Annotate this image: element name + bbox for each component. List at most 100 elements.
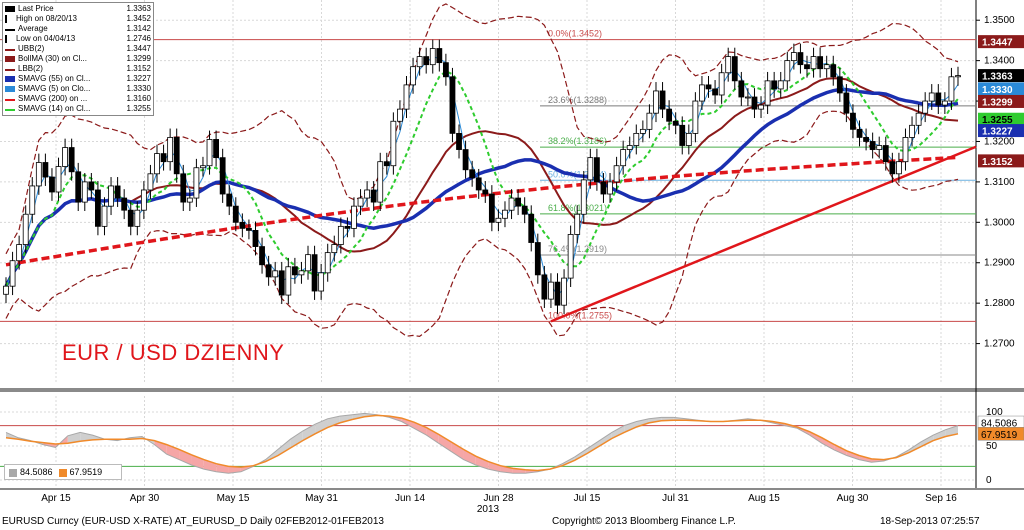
footer-bar: EURUSD Curncy (EUR-USD X-RATE) AT_EURUSD… — [0, 516, 1024, 530]
candle-body — [567, 234, 574, 279]
candle-body — [580, 179, 587, 215]
legend-value: 1.3330 — [126, 84, 151, 93]
osc-fill — [822, 437, 835, 451]
osc-tag-bg — [977, 427, 1024, 441]
candle-body — [351, 205, 357, 229]
bottom-separator — [0, 488, 1024, 490]
footer-ticker: EURUSD Curncy (EUR-USD X-RATE) AT_EURUSD… — [2, 516, 384, 527]
candle-body — [646, 112, 653, 130]
candle-body — [213, 139, 219, 159]
x-tick-label: Jun 14 — [395, 493, 425, 504]
candle-body — [613, 165, 620, 183]
candle-body — [16, 244, 23, 262]
candle-body — [62, 147, 68, 167]
candle-body — [475, 177, 482, 191]
osc-fill — [933, 429, 946, 441]
candle-body — [154, 153, 160, 175]
candle-body — [272, 270, 279, 278]
candle-body — [55, 166, 62, 193]
legend-line-icon — [5, 15, 13, 23]
osc-fill — [352, 413, 365, 420]
oscillator-legend: 84.5086 67.9519 — [4, 464, 122, 480]
candle-body — [777, 80, 784, 90]
osc-fill — [451, 441, 464, 460]
osc-y-tick-label: 0 — [986, 475, 992, 486]
osc-fill — [463, 449, 476, 466]
legend-label: SMAVG (5) on Clo... — [18, 84, 91, 93]
candle-body — [429, 48, 436, 66]
orange-swatch-icon — [58, 468, 67, 477]
candle-body — [653, 90, 659, 114]
candle-body — [305, 254, 311, 272]
candle-body — [830, 64, 837, 78]
candle-body — [167, 137, 174, 163]
candle-body — [265, 264, 272, 278]
legend-label: UBB(2) — [18, 44, 45, 53]
candle-body — [193, 167, 200, 199]
osc-tag-label: 67.9519 — [981, 430, 1018, 441]
osc-fill — [846, 450, 860, 460]
candle-body — [246, 227, 252, 231]
grey-swatch-icon — [9, 468, 17, 477]
candle-body — [600, 181, 607, 195]
candle-body — [515, 197, 522, 207]
osc-fill — [315, 418, 328, 434]
osc-fill — [339, 414, 353, 423]
legend-value: 1.3160 — [126, 94, 151, 103]
legend-label: LBB(2) — [18, 64, 43, 73]
legend-line-icon — [5, 29, 15, 31]
legend-line-icon — [5, 69, 15, 71]
candle-body — [764, 80, 771, 106]
price-tag-bg — [978, 82, 1024, 96]
candle-body — [42, 162, 49, 178]
price-tag-label: 1.3255 — [982, 115, 1013, 126]
candle-body — [633, 132, 640, 146]
price-tag-label: 1.3227 — [982, 127, 1013, 138]
osc-fill — [438, 434, 452, 452]
candle-body — [127, 209, 134, 227]
candle-body — [823, 64, 830, 70]
candle-body — [29, 185, 36, 215]
legend-value: 1.3255 — [126, 104, 151, 113]
bollinger-ma-line — [5, 77, 959, 287]
legend-row: UBB(2) 1.3447 — [5, 44, 151, 54]
candle-body — [666, 108, 673, 122]
price-tag-bg — [978, 94, 1024, 108]
candle-body — [955, 75, 961, 78]
candle-body — [935, 92, 942, 106]
candle-body — [797, 52, 804, 66]
candle-body — [863, 137, 869, 142]
candle-body — [554, 281, 561, 306]
legend-swatch-icon — [5, 76, 15, 82]
price-tag-bg — [978, 154, 1024, 168]
candle-body — [324, 252, 331, 274]
sma14-line — [5, 63, 959, 287]
candle-body — [607, 181, 613, 195]
osc-plot-bg — [0, 396, 976, 488]
candle-body — [403, 84, 410, 110]
x-tick-label: Apr 30 — [130, 493, 160, 504]
candle-body — [836, 76, 843, 94]
footer-timestamp: 18-Sep-2013 07:25:57 — [880, 516, 980, 527]
candle-body — [882, 145, 889, 163]
candle-body — [377, 161, 384, 203]
candle-body — [88, 181, 95, 191]
x-tick-label: Apr 15 — [41, 493, 71, 504]
legend-value: 1.3299 — [126, 54, 151, 63]
candle-body — [364, 189, 371, 199]
price-tag-label: 1.3152 — [982, 157, 1013, 168]
candle-body — [318, 272, 325, 292]
fib-level-label: 100.0%(1.2755) — [548, 310, 612, 320]
osc-tag-label: 84.5086 — [981, 419, 1018, 430]
legend-label: High on 08/20/13 — [16, 14, 77, 23]
candle-body — [915, 112, 922, 126]
candle-body — [587, 157, 594, 181]
legend-row: Last Price 1.3363 — [5, 4, 151, 14]
candle-body — [3, 285, 9, 295]
candle-body — [620, 149, 627, 167]
candle-body — [108, 185, 114, 207]
y-tick-label: 1.2900 — [984, 258, 1015, 269]
candle-body — [298, 270, 305, 276]
y-tick-label: 1.3200 — [984, 136, 1015, 147]
